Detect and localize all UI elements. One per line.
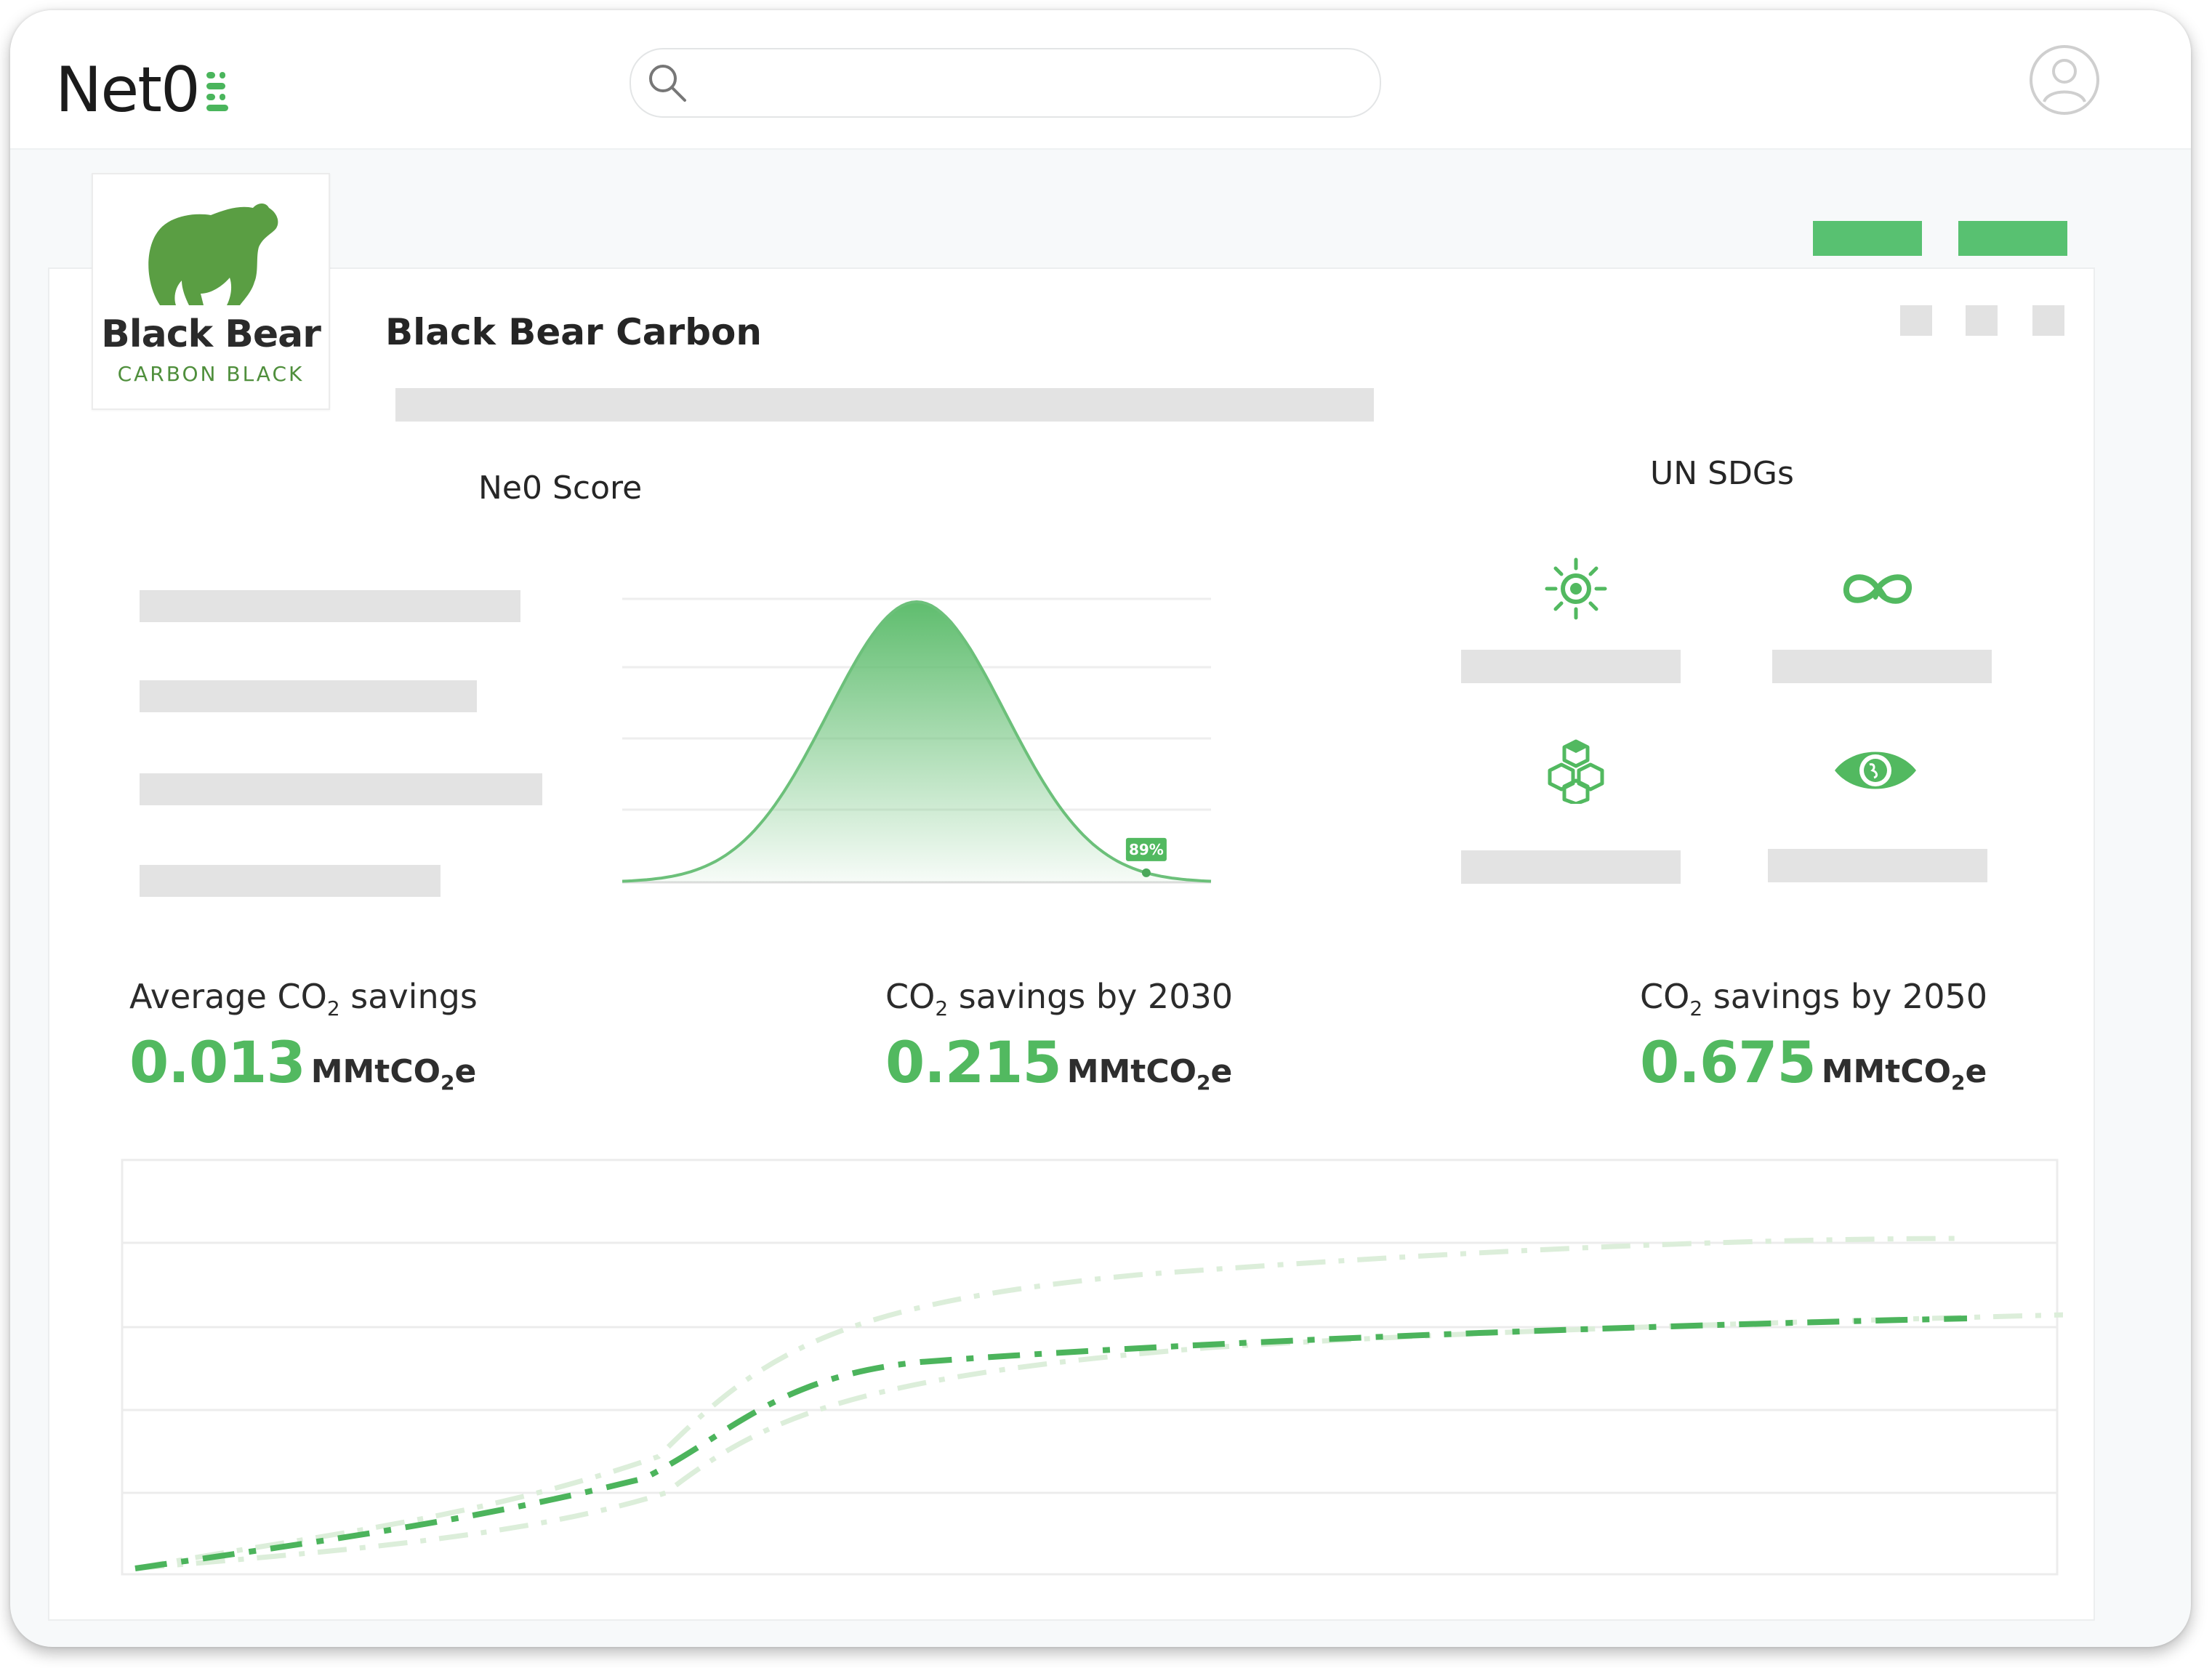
search-icon xyxy=(649,65,686,102)
action-button-2[interactable] xyxy=(1958,221,2067,256)
lower-bound-line xyxy=(134,1312,2063,1571)
savings-trajectory-chart xyxy=(121,1159,2063,1576)
action-button-1[interactable] xyxy=(1813,221,1922,256)
sdgs-title: UN SDGs xyxy=(1650,455,1794,492)
user-avatar-icon[interactable] xyxy=(2028,44,2101,116)
bell-curve-area xyxy=(622,602,1211,882)
savings-2050-value: 0.675 MMtCO2e xyxy=(1640,1031,1987,1096)
card-action-1[interactable] xyxy=(1900,305,1932,336)
card-action-3[interactable] xyxy=(2032,305,2064,336)
savings-2030-value: 0.215 MMtCO2e xyxy=(885,1031,1233,1096)
logo-tagline: CARBON BLACK xyxy=(117,362,305,386)
score-marker-tag xyxy=(1125,837,1167,861)
avg-savings-value: 0.013 MMtCO2e xyxy=(129,1031,477,1096)
score-title: Ne0 Score xyxy=(478,470,643,507)
chart-frame xyxy=(121,1159,2059,1576)
score-metric-bar-3 xyxy=(140,773,542,805)
score-metric-bar-2 xyxy=(140,680,477,712)
sun-energy-icon xyxy=(1545,557,1607,620)
savings-2030-label: CO2 savings by 2030 xyxy=(885,977,1233,1021)
search-input[interactable] xyxy=(630,48,1381,118)
score-distribution-chart: 89% xyxy=(622,597,1212,884)
brand-logo[interactable]: Net0 xyxy=(55,47,233,134)
savings-2050-label: CO2 savings by 2050 xyxy=(1640,977,1987,1021)
sdg-label-bar-3 xyxy=(1461,850,1681,884)
score-marker-dot xyxy=(1141,868,1151,877)
brand-name: Net0 xyxy=(55,54,201,126)
score-metric-bar-4 xyxy=(140,865,441,897)
sdg-label-bar-2 xyxy=(1772,650,1992,683)
logo-name: Black Bear xyxy=(101,313,321,356)
score-marker-label: 89% xyxy=(1129,841,1164,858)
avg-savings-label: Average CO2 savings xyxy=(129,977,478,1021)
bell-curve-line xyxy=(622,600,1212,883)
company-name: Black Bear Carbon xyxy=(385,311,762,353)
infinity-loop-icon xyxy=(1843,574,1912,604)
net0-stack-mark-icon xyxy=(204,65,233,116)
eye-globe-icon xyxy=(1835,752,1916,789)
upper-bound-line xyxy=(134,1236,1968,1571)
bear-logo-icon xyxy=(148,204,278,305)
cubes-icon xyxy=(1548,739,1604,804)
card-action-2[interactable] xyxy=(1966,305,1998,336)
sdg-label-bar-1 xyxy=(1461,650,1681,683)
top-bar: Net0 xyxy=(10,10,2191,150)
company-logo: Black Bear CARBON BLACK xyxy=(92,173,330,410)
score-metric-bar-1 xyxy=(140,590,520,622)
expected-savings-line xyxy=(134,1316,1968,1571)
sdg-label-bar-4 xyxy=(1768,849,1987,882)
description-placeholder-bar xyxy=(395,388,1374,422)
